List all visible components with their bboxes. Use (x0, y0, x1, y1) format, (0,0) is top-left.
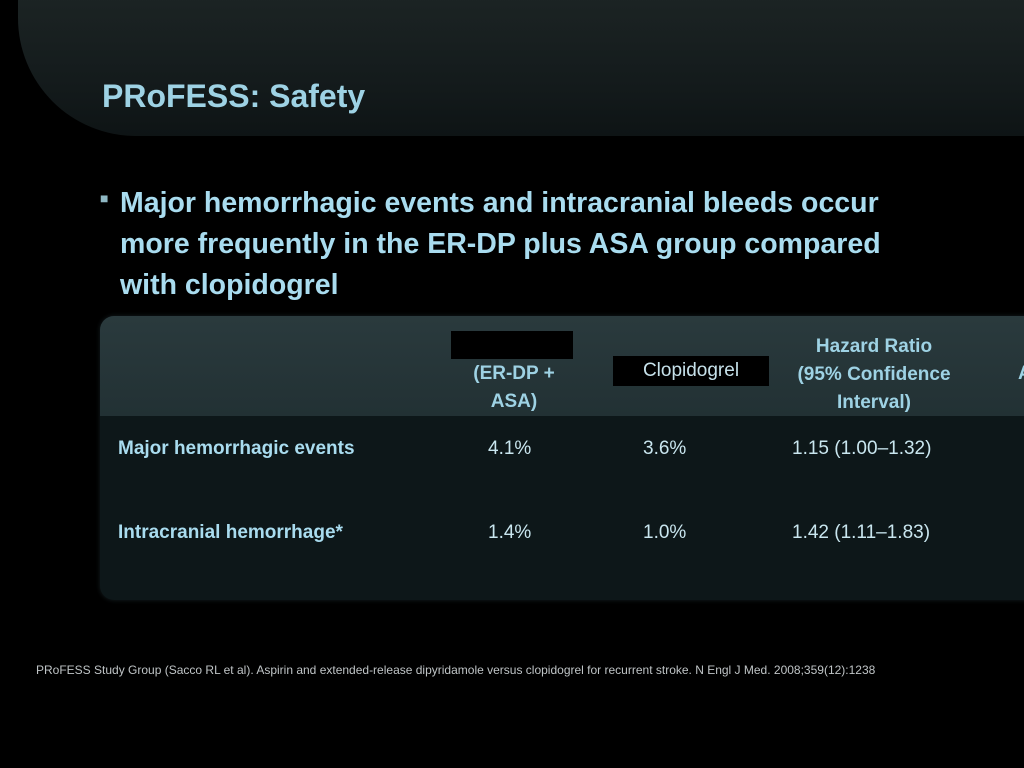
bullet-line: more frequently in the ER-DP plus ASA gr… (120, 228, 881, 260)
column-header-clopidogrel: Clopidogrel (613, 356, 769, 386)
cell-clopidogrel: 1.0% (643, 522, 687, 543)
bullet-square-icon: ■ (100, 190, 109, 206)
column-header-line: (ER-DP + (473, 363, 555, 384)
safety-table: (ER-DP + ASA) Clopidogrel Hazard Ratio (… (100, 316, 1024, 600)
column-header-hazard-ratio: Hazard Ratio (95% Confidence Interval) (774, 333, 974, 417)
title-panel (18, 0, 1024, 136)
column-header-partial: A (1018, 360, 1024, 388)
cell-hazard-ratio: 1.42 (1.11–1.83) (792, 522, 931, 543)
column-header-line: (95% Confidence (797, 364, 951, 385)
column-header-erdp-asa: (ER-DP + ASA) (449, 360, 579, 416)
column-header-line: ASA) (490, 391, 538, 412)
slide-title: PRoFESS: Safety (102, 78, 366, 114)
bullet-line: Major hemorrhagic events and intracrania… (120, 187, 879, 219)
column-header-line: Interval) (837, 392, 911, 413)
bullet-line: with clopidogrel (120, 269, 339, 301)
table-header-row: (ER-DP + ASA) Clopidogrel Hazard Ratio (… (100, 316, 1024, 416)
bullet-text: Major hemorrhagic events and intracrania… (120, 183, 881, 306)
cell-erdp-asa: 1.4% (488, 522, 532, 543)
redaction-box (451, 331, 573, 359)
cell-hazard-ratio: 1.15 (1.00–1.32) (792, 438, 932, 459)
row-label: Major hemorrhagic events (118, 438, 355, 459)
cell-clopidogrel: 3.6% (643, 438, 687, 459)
cell-erdp-asa: 4.1% (488, 438, 532, 459)
row-label: Intracranial hemorrhage* (118, 522, 343, 543)
footer-reference: PRoFESS Study Group (Sacco RL et al). As… (36, 663, 876, 677)
column-header-line: Hazard Ratio (815, 336, 933, 357)
